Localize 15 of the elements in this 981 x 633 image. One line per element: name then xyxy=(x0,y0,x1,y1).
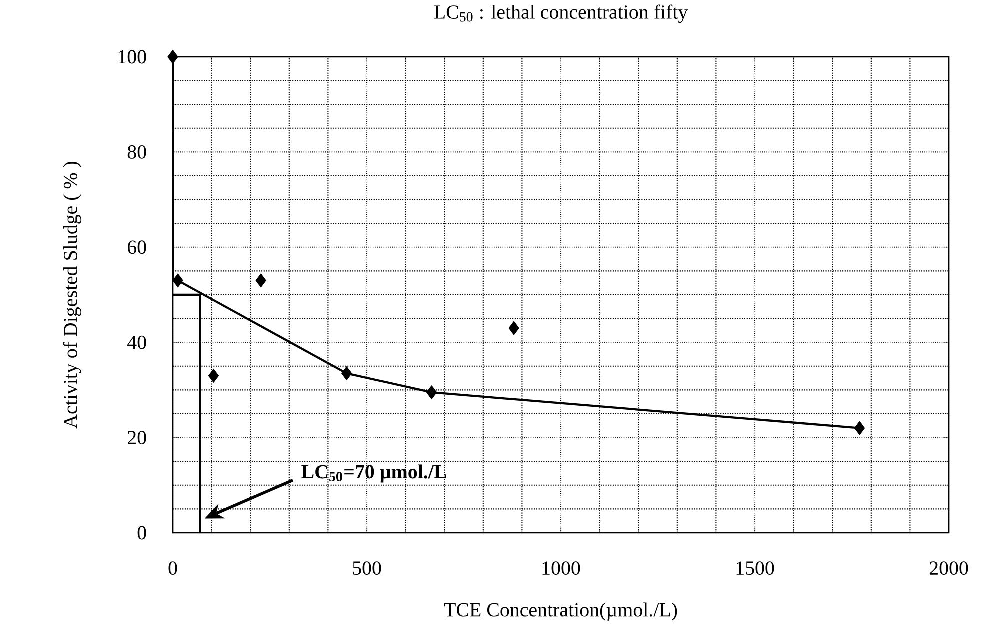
x-tick-label: 0 xyxy=(168,562,178,576)
y-tick-label: 80 xyxy=(128,145,146,159)
y-tick-label: 60 xyxy=(128,240,146,254)
annotation: LC$_{50}$=70 µmol./L xyxy=(302,464,446,483)
x-tick-label: 1500 xyxy=(736,562,774,576)
y-axis-title: Activity of Digested Sludge ( % ) xyxy=(63,162,82,429)
x-tick-label: 500 xyxy=(353,562,382,576)
y-tick-label: 20 xyxy=(128,431,146,445)
y-tick-label: 100 xyxy=(118,50,146,64)
y-tick-label: 0 xyxy=(138,526,146,540)
x-tick-label: 2000 xyxy=(930,562,968,576)
x-tick-label: 1000 xyxy=(542,562,580,576)
y-tick-label: 40 xyxy=(128,336,146,350)
chart-title: LC$_{50}$ : lethal concentration fifty xyxy=(434,4,688,24)
x-axis-title: TCE Concentration(µmol./L) xyxy=(444,602,678,621)
